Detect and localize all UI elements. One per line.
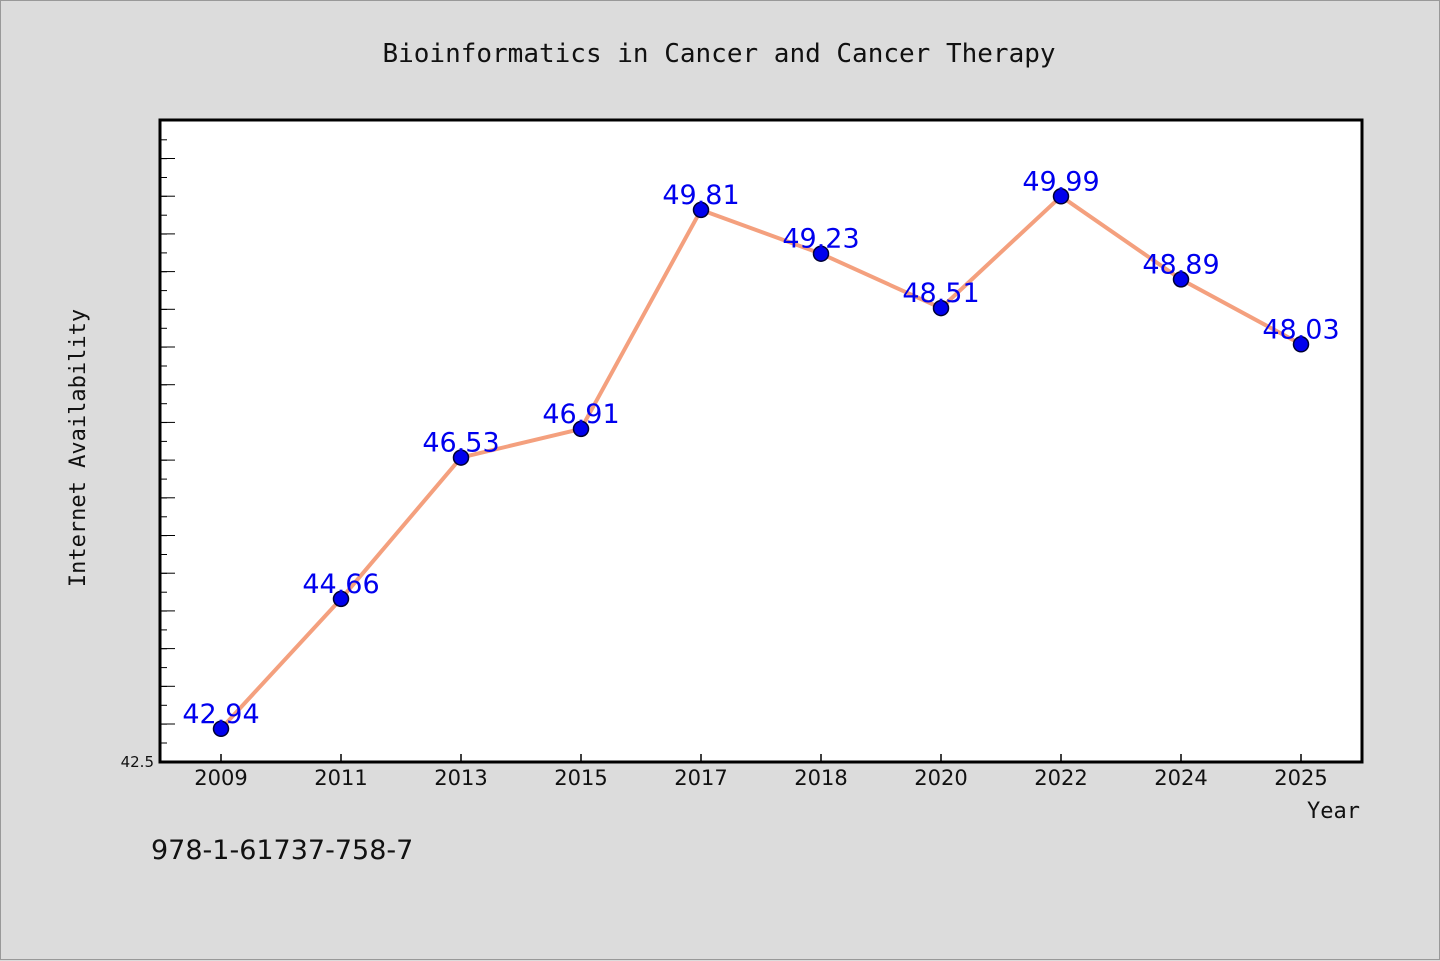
x-tick-label: 2013 bbox=[434, 766, 487, 790]
x-tick-label: 2018 bbox=[794, 766, 847, 790]
data-label: 46.53 bbox=[422, 428, 499, 459]
y-axis-ticks bbox=[160, 139, 175, 744]
x-tick-label: 2017 bbox=[674, 766, 727, 790]
data-point bbox=[332, 590, 350, 608]
x-tick-label: 2022 bbox=[1034, 766, 1087, 790]
data-point bbox=[1292, 336, 1310, 353]
data-label: 49.99 bbox=[1022, 166, 1099, 197]
data-point bbox=[812, 245, 830, 262]
data-point bbox=[212, 720, 230, 738]
data-label: 46.91 bbox=[542, 399, 619, 430]
x-tick-label: 2009 bbox=[194, 766, 247, 790]
chart-title: Bioinformatics in Cancer and Cancer Ther… bbox=[382, 39, 1055, 69]
y-tick-label: 42.5 bbox=[121, 753, 154, 771]
data-point bbox=[1172, 271, 1190, 288]
data-point bbox=[452, 449, 470, 466]
plot-area bbox=[158, 118, 1364, 764]
x-axis: 2009 2011 2013 2015 2017 2018 2020 2022 2024 2025 bbox=[194, 754, 1328, 790]
series-line bbox=[219, 194, 1302, 731]
data-label: 44.66 bbox=[302, 569, 379, 600]
data-point bbox=[572, 420, 590, 438]
data-label: 49.81 bbox=[662, 180, 739, 211]
data-label: 48.89 bbox=[1142, 249, 1219, 280]
data-labels: 42.94 44.66 46.53 46.91 49.81 49.23 48.51 49.99… bbox=[182, 166, 1339, 730]
data-markers bbox=[212, 188, 1310, 738]
data-point bbox=[1052, 188, 1070, 205]
x-tick-label: 2011 bbox=[314, 766, 367, 790]
x-tick-label: 2020 bbox=[914, 766, 967, 790]
x-tick-label: 2024 bbox=[1154, 766, 1207, 790]
data-label: 48.03 bbox=[1262, 314, 1339, 345]
y-axis-label: Internet Availability bbox=[66, 309, 91, 587]
isbn-caption: 978-1-61737-758-7 bbox=[151, 835, 414, 866]
data-label: 42.94 bbox=[182, 699, 259, 730]
data-point bbox=[692, 201, 710, 219]
x-axis-label: Year bbox=[1307, 799, 1360, 824]
data-label: 48.51 bbox=[902, 278, 979, 309]
data-label: 49.23 bbox=[782, 224, 859, 255]
data-point bbox=[932, 299, 950, 317]
x-tick-label: 2015 bbox=[554, 766, 607, 790]
x-tick-label: 2025 bbox=[1274, 766, 1327, 790]
